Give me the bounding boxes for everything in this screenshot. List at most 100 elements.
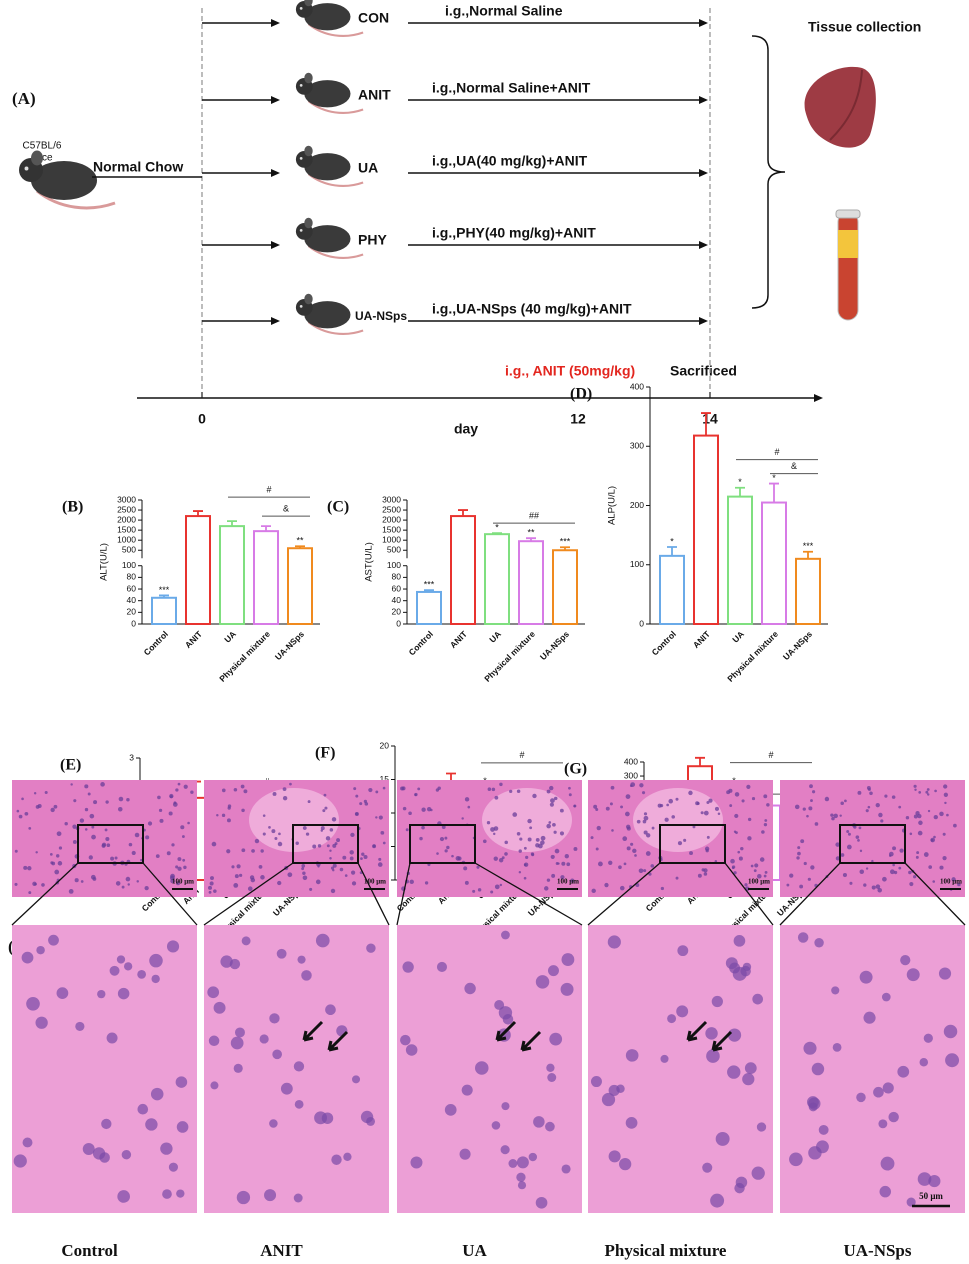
nucleus <box>54 869 60 875</box>
nucleus <box>863 883 867 887</box>
y-tick-label: 500 <box>122 544 136 554</box>
nucleus <box>405 828 409 832</box>
nucleus <box>523 862 529 867</box>
nucleus <box>159 818 164 823</box>
nucleus <box>546 1063 555 1072</box>
nucleus <box>763 823 768 827</box>
nucleus <box>21 951 34 964</box>
nucleus <box>421 825 425 830</box>
nucleus <box>231 865 235 869</box>
arrow-head <box>814 394 823 402</box>
nucleus <box>909 881 914 887</box>
nucleus <box>353 787 357 791</box>
error-bar <box>295 545 305 549</box>
nucleus <box>609 802 613 806</box>
nucleus <box>700 811 704 815</box>
nucleus <box>759 857 765 862</box>
nucleus <box>230 1036 244 1050</box>
bracket-label: # <box>266 484 271 494</box>
nucleus <box>402 961 414 973</box>
x-tick-label: ANIT <box>448 628 470 650</box>
nucleus <box>491 1121 501 1130</box>
bar <box>416 590 442 625</box>
arrow <box>711 1030 733 1052</box>
y-tick-label: 400 <box>630 381 644 391</box>
nucleus <box>49 852 53 856</box>
nucleus <box>926 793 930 796</box>
histology-image <box>780 780 965 897</box>
nucleus <box>100 782 105 787</box>
nucleus <box>128 842 133 847</box>
nucleus <box>41 883 45 887</box>
bar <box>518 540 544 626</box>
scale-label: 100 μm <box>748 878 770 886</box>
nucleus <box>808 1146 822 1160</box>
y-tick-label: 80 <box>127 572 137 582</box>
nucleus <box>849 881 853 885</box>
significance: *** <box>424 580 435 590</box>
nucleus <box>906 1197 916 1207</box>
nucleus <box>262 814 266 817</box>
nucleus <box>463 866 468 871</box>
y-tick-label: 80 <box>392 572 402 582</box>
nucleus <box>88 855 93 860</box>
nucleus <box>844 799 847 803</box>
panel-label: (C) <box>327 499 349 516</box>
nucleus <box>330 866 335 870</box>
nucleus <box>568 786 571 790</box>
nucleus <box>221 788 226 793</box>
nucleus <box>293 1061 305 1072</box>
group-name: UA-NSps <box>355 309 407 323</box>
nucleus <box>794 804 800 810</box>
bar <box>287 547 313 626</box>
nucleus <box>160 1142 173 1155</box>
nucleus <box>927 809 931 813</box>
nucleus <box>546 823 551 829</box>
nucleus <box>715 1131 730 1146</box>
nucleus <box>317 844 322 848</box>
nucleus <box>667 1014 677 1024</box>
event: i.g., ANIT (50mg/kg) <box>505 363 635 379</box>
mouse-eye <box>299 304 303 308</box>
nucleus <box>763 874 767 878</box>
nucleus <box>708 798 713 803</box>
nucleus <box>183 784 188 789</box>
nucleus <box>638 868 644 874</box>
group-label: Control <box>61 1241 118 1260</box>
nucleus <box>840 853 845 857</box>
nucleus <box>547 1073 557 1082</box>
nucleus <box>498 1006 513 1020</box>
nucleus <box>882 1082 894 1094</box>
nucleus <box>32 881 37 886</box>
mouse-icon <box>295 145 364 187</box>
nucleus <box>703 872 708 876</box>
nucleus <box>494 795 499 800</box>
nucleus <box>523 846 527 850</box>
nucleus <box>636 819 641 824</box>
arrow <box>495 1020 517 1042</box>
arrow-head <box>271 241 280 249</box>
panel-label: (A) <box>12 89 36 108</box>
nucleus <box>625 1116 638 1129</box>
nucleus <box>326 844 330 848</box>
treatment: i.g.,Normal Saline <box>445 3 563 19</box>
mouse-body <box>31 161 97 200</box>
x-tick-label: UA-NSps <box>538 629 571 662</box>
nucleus <box>177 866 182 871</box>
nucleus <box>277 880 282 886</box>
nucleus <box>64 822 68 826</box>
nucleus <box>325 836 331 841</box>
nucleus <box>28 891 32 895</box>
nucleus <box>871 885 876 890</box>
nucleus <box>136 880 139 883</box>
error-bar <box>735 486 745 497</box>
nucleus <box>535 838 540 842</box>
treatment: i.g.,UA-NSps (40 mg/kg)+ANIT <box>432 301 632 317</box>
nucleus <box>561 1164 571 1174</box>
nucleus <box>183 865 187 870</box>
arrow-head <box>271 96 280 104</box>
y-tick-label: 400 <box>624 756 638 766</box>
nucleus <box>243 789 248 794</box>
nucleus <box>763 794 768 799</box>
nucleus <box>329 857 332 860</box>
